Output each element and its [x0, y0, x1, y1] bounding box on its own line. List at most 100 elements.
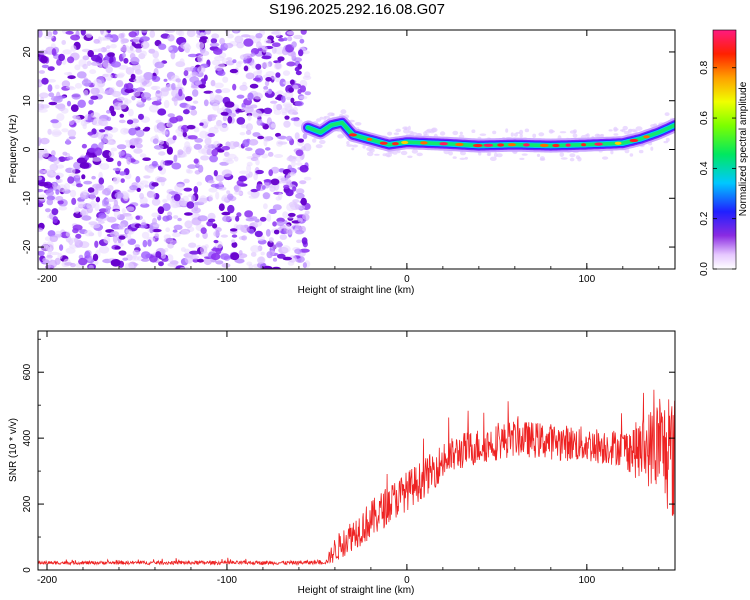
noise-blob	[118, 64, 129, 70]
noise-blob	[298, 95, 308, 100]
noise-blob	[273, 103, 278, 112]
snr-y-label: SNR (10 * v/v)	[8, 418, 19, 482]
noise-blob	[239, 170, 249, 175]
noise-blob	[74, 174, 81, 179]
noise-blob	[297, 88, 302, 95]
ridge-halo-blob	[572, 133, 578, 138]
noise-blob	[59, 244, 64, 251]
ridge-halo-blob	[493, 152, 498, 158]
noise-blob	[245, 147, 253, 152]
noise-blob	[167, 46, 173, 51]
noise-blob	[124, 88, 134, 94]
noise-blob	[130, 123, 139, 129]
ridge-halo-blob	[416, 152, 423, 157]
noise-blob	[38, 250, 45, 256]
noise-blob	[200, 50, 210, 56]
noise-blob	[76, 183, 83, 188]
noise-blob	[292, 84, 299, 91]
ridge-hot-spot	[614, 141, 622, 145]
ridge-halo-blob	[411, 149, 419, 154]
noise-blob	[231, 241, 238, 248]
noise-blob	[55, 175, 61, 180]
noise-blob	[281, 245, 291, 253]
noise-blob	[191, 194, 196, 202]
noise-blob	[221, 88, 231, 94]
noise-blob	[124, 262, 135, 269]
noise-blob	[140, 30, 148, 33]
noise-blob	[102, 120, 109, 127]
noise-blob	[261, 46, 268, 50]
noise-blob	[90, 95, 99, 100]
noise-blob	[140, 41, 150, 49]
noise-blob	[47, 79, 57, 83]
noise-blob	[128, 31, 137, 38]
noise-blob	[173, 193, 181, 202]
ridge-halo-blob	[400, 150, 408, 156]
noise-blob	[193, 126, 200, 133]
noise-blob	[291, 41, 297, 48]
noise-blob	[63, 72, 72, 76]
noise-blob	[207, 212, 216, 221]
noise-blob	[162, 198, 168, 203]
noise-blob	[296, 239, 302, 244]
ridge-halo-blob	[464, 156, 468, 160]
snr-y-tick-label: 0	[22, 567, 33, 573]
spectrogram-y-label: Frequency (Hz)	[8, 115, 19, 184]
noise-blob	[291, 51, 297, 60]
noise-blob	[110, 259, 121, 267]
ridge-halo-blob	[366, 146, 373, 152]
noise-blob	[98, 129, 106, 133]
ridge-hot-spot	[366, 137, 373, 141]
noise-blob	[267, 151, 274, 157]
noise-blob	[256, 118, 263, 126]
noise-blob	[146, 97, 152, 101]
ridge-halo-blob	[337, 134, 345, 139]
noise-blob	[232, 59, 237, 64]
noise-blob	[218, 181, 223, 186]
ridge-halo-blob	[315, 144, 323, 149]
noise-blob	[184, 212, 193, 216]
noise-blob	[250, 245, 261, 253]
noise-blob	[267, 90, 272, 95]
ridge-halo-blob	[628, 128, 633, 132]
noise-blob	[263, 88, 270, 93]
noise-blob	[186, 125, 196, 130]
noise-blob	[126, 206, 135, 212]
noise-blob	[255, 169, 264, 175]
noise-blob	[86, 33, 93, 38]
noise-blob	[213, 230, 221, 237]
noise-blob	[67, 75, 76, 80]
noise-blob	[203, 99, 209, 107]
noise-blob	[205, 30, 212, 35]
noise-blob	[158, 124, 166, 132]
noise-blob	[118, 223, 126, 230]
noise-blob	[150, 97, 160, 101]
noise-blob	[282, 211, 289, 219]
noise-blob	[65, 85, 75, 89]
colorbar-tick-label: 0.2	[699, 211, 710, 225]
noise-blob	[185, 146, 192, 155]
snr-y-tick-label: 400	[22, 429, 33, 446]
noise-blob	[166, 160, 174, 164]
noise-blob	[72, 224, 83, 231]
noise-blob	[139, 36, 150, 42]
noise-blob	[53, 96, 63, 103]
noise-blob	[51, 129, 62, 138]
noise-blob	[214, 94, 220, 99]
noise-blob	[71, 167, 76, 175]
noise-blob	[152, 138, 159, 145]
noise-blob	[172, 229, 178, 233]
noise-blob	[193, 203, 199, 212]
noise-blob	[39, 92, 49, 99]
noise-blob	[43, 169, 54, 175]
noise-blob	[273, 154, 284, 158]
noise-blob	[198, 197, 208, 204]
noise-blob	[227, 193, 234, 201]
noise-blob	[151, 198, 161, 206]
noise-blob	[92, 183, 103, 189]
noise-blob	[290, 117, 299, 122]
snr-x-label: Height of straight line (km)	[298, 585, 415, 596]
noise-blob	[230, 228, 238, 232]
noise-blob	[264, 38, 272, 44]
noise-blob	[154, 61, 165, 69]
